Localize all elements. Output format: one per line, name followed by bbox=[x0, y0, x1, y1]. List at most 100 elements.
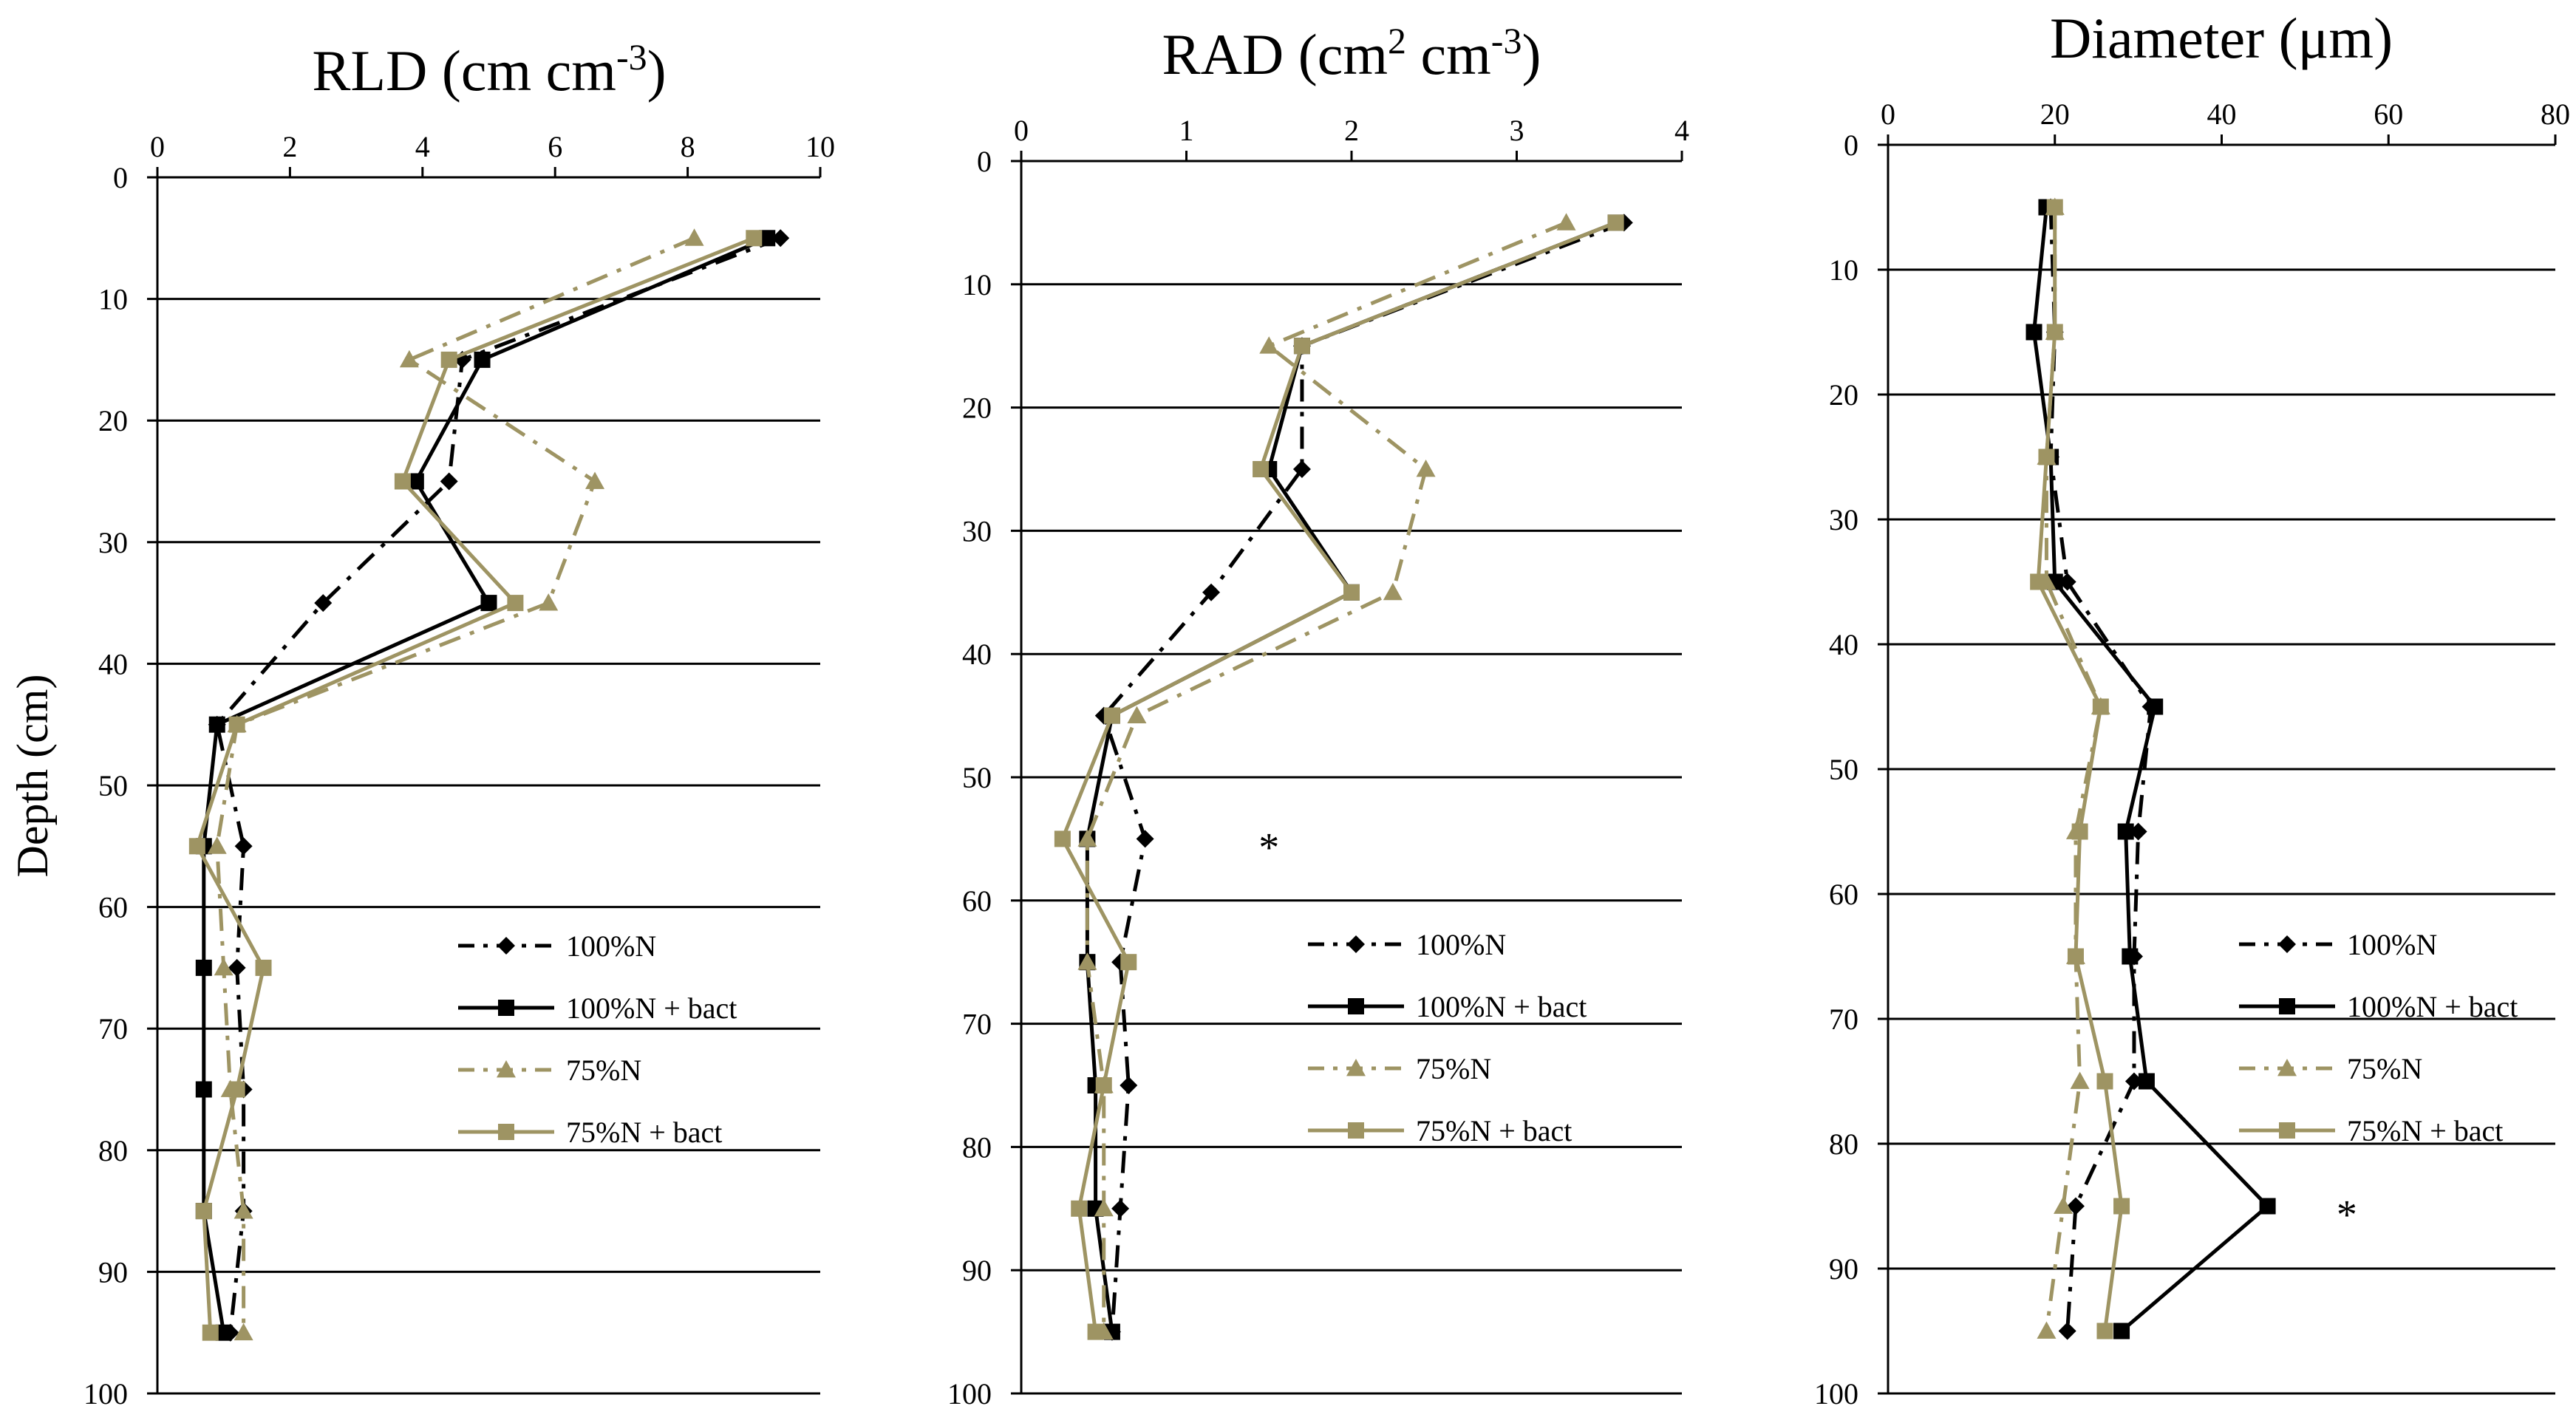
panel-2-series-2-line bbox=[1085, 221, 1617, 1332]
panel-2-series-4-point bbox=[1071, 1200, 1088, 1217]
panel-3-series-2-point bbox=[2138, 1073, 2155, 1090]
panel-1-series-1-line bbox=[215, 236, 782, 1333]
panel-2-series-1-point bbox=[1202, 583, 1221, 601]
panel-1-series-4-point bbox=[440, 351, 457, 368]
panel-3-y-tick-label: 40 bbox=[1829, 628, 1858, 661]
panel-2-series-4-point bbox=[1253, 461, 1270, 477]
panel-3-series-4-point bbox=[2096, 1073, 2113, 1090]
panel-3-legend-label: 100%N bbox=[2347, 928, 2437, 961]
panel-3-series-1-point bbox=[2058, 1322, 2076, 1340]
panel-1-legend-marker bbox=[497, 1060, 516, 1078]
panel-3-series-4-point bbox=[2096, 1323, 2113, 1340]
panel-1-x-tick-label: 10 bbox=[805, 130, 835, 163]
panel-3-title: Diameter (μm) bbox=[2050, 6, 2393, 70]
panel-3-legend-marker bbox=[2277, 1059, 2297, 1076]
panel-1-series-1-point bbox=[771, 229, 790, 248]
panel-1-title: RLD (cm cm-3) bbox=[312, 36, 666, 103]
panel-1-y-tick-label: 90 bbox=[98, 1255, 128, 1289]
panel-1-x-tick-label: 8 bbox=[681, 130, 695, 163]
panel-2-series-4-point bbox=[1343, 584, 1360, 601]
panel-3-x-tick-label: 0 bbox=[1881, 98, 1895, 131]
panel-3-series-2-point bbox=[2147, 698, 2164, 715]
panel-3-x-tick-label: 80 bbox=[2541, 98, 2570, 131]
panel-3-series-2-point bbox=[2025, 324, 2042, 341]
panel-2-y-tick-label: 30 bbox=[962, 514, 992, 547]
panel-2-y-tick-label: 40 bbox=[962, 638, 992, 671]
panel-3-series-4-line bbox=[2036, 207, 2124, 1331]
panel-1-series-4-point bbox=[202, 1324, 219, 1341]
panel-2-series-4-point bbox=[1120, 954, 1137, 971]
panel-1-legend-label: 75%N bbox=[566, 1054, 641, 1087]
panel-1-y-tick-label: 70 bbox=[98, 1012, 128, 1045]
panel-1-x-tick-label: 2 bbox=[282, 130, 297, 163]
panel-1-y-tick-label: 30 bbox=[98, 526, 128, 559]
panel-3-series-3-point bbox=[2070, 1071, 2090, 1089]
panel-3-series-2-point bbox=[2122, 948, 2139, 965]
panel-2-x-tick-label: 3 bbox=[1510, 114, 1524, 147]
panel-2-y-tick-label: 80 bbox=[962, 1130, 992, 1164]
panel-1-series-3-point bbox=[207, 836, 227, 854]
panel-1-series-3-line bbox=[215, 236, 695, 1333]
panel-2-series-4-point bbox=[1607, 214, 1624, 231]
panel-2-series-3-point bbox=[1077, 952, 1097, 970]
panel-1-series-2-point bbox=[195, 1081, 212, 1098]
panel-1-series-1-point bbox=[440, 472, 458, 491]
panel-1-series-3-point bbox=[234, 1323, 253, 1341]
panel-1-series-2-point bbox=[480, 595, 497, 612]
panel-1-series-1-point bbox=[234, 837, 253, 856]
panel-2-y-tick-label: 0 bbox=[977, 145, 992, 178]
panel-3-significance-marker: * bbox=[2337, 1192, 2357, 1238]
panel-1-x-tick-label: 4 bbox=[415, 130, 430, 163]
panel-2-legend-label: 75%N bbox=[1416, 1052, 1491, 1085]
panel-3-y-tick-label: 20 bbox=[1829, 378, 1858, 412]
panel-3-legend-marker bbox=[2278, 935, 2296, 953]
panel-1-series-2-point bbox=[474, 351, 491, 368]
panel-1-series-4-point bbox=[394, 473, 411, 490]
panel-3: Diameter (μm) 0 20 40 60 80 0 10 20 30 40 50 60 70 80 9… bbox=[1814, 6, 2570, 1410]
panel-3-y-tick-label: 30 bbox=[1829, 503, 1858, 536]
panel-1-y-tick-label: 10 bbox=[98, 283, 128, 316]
panel-1-legend-marker bbox=[498, 1124, 514, 1140]
panel-3-legend-marker bbox=[2279, 998, 2295, 1014]
panel-3-series-2-point bbox=[2117, 823, 2134, 840]
panel-2-legend-label: 100%N bbox=[1416, 928, 1506, 961]
panel-2-series-4-line bbox=[1060, 221, 1617, 1332]
panel-2-x-tick-label: 4 bbox=[1674, 114, 1689, 147]
panel-3-y-tick-label: 70 bbox=[1829, 1003, 1858, 1036]
panel-2-series-4-point bbox=[1293, 338, 1310, 355]
panel-1-legend-label: 100%N + bact bbox=[566, 992, 737, 1025]
panel-3-y-tick-label: 90 bbox=[1829, 1252, 1858, 1286]
panel-3-series-2-point bbox=[2113, 1323, 2130, 1340]
panel-3-series-1-line bbox=[2048, 207, 2153, 1331]
panel-3-legend-label: 100%N + bact bbox=[2347, 990, 2518, 1023]
y-axis-label: Depth (cm) bbox=[8, 675, 57, 878]
panel-3-series-2-line bbox=[2032, 207, 2270, 1333]
panel-2-series-1-point bbox=[1120, 1076, 1138, 1094]
panel-2-series-1-point bbox=[1292, 460, 1311, 478]
panel-3-series-4-point bbox=[2030, 573, 2047, 590]
panel-1-series-4-point bbox=[228, 1081, 245, 1098]
panel-1-legend-marker bbox=[497, 937, 515, 955]
panel-3-series-4-point bbox=[2046, 199, 2063, 216]
panel-2-legend-marker bbox=[1348, 998, 1364, 1014]
panel-1-x-tick-label: 0 bbox=[150, 130, 165, 163]
panel-1-series-3-point bbox=[539, 593, 559, 611]
panel-1-y-tick-label: 20 bbox=[98, 404, 128, 437]
panel-3-series-4-point bbox=[2067, 948, 2084, 965]
panel-1-series-3-point bbox=[684, 228, 704, 246]
panel-3-series-4-point bbox=[2113, 1198, 2130, 1215]
panel-1-series-2-point bbox=[759, 230, 776, 247]
panel-2-legend-label: 75%N + bact bbox=[1416, 1114, 1572, 1147]
panel-2-y-tick-label: 50 bbox=[962, 761, 992, 794]
panel-2-y-tick-label: 70 bbox=[962, 1008, 992, 1041]
panel-3-series-4-point bbox=[2038, 448, 2055, 465]
panel-1-series-4-point bbox=[188, 838, 205, 855]
panel-2-series-1-point bbox=[1136, 830, 1154, 848]
panel-1-y-tick-label: 100 bbox=[84, 1377, 128, 1410]
panel-3-y-tick-label: 60 bbox=[1829, 878, 1858, 911]
panel-2-y-tick-label: 10 bbox=[962, 268, 992, 301]
panel-1-series-2-point bbox=[195, 959, 212, 976]
panel-2-series-3-point bbox=[1416, 460, 1436, 477]
panel-2-y-tick-label: 100 bbox=[947, 1377, 992, 1410]
